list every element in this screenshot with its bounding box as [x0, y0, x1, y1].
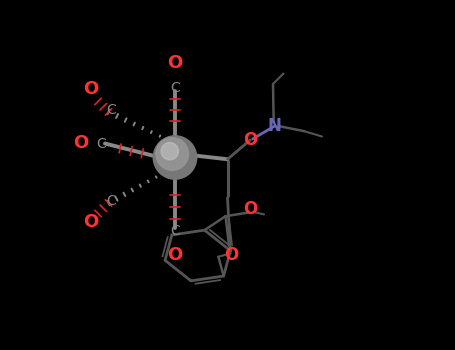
Text: N: N: [268, 117, 282, 135]
Text: C: C: [106, 103, 116, 117]
Text: C: C: [106, 194, 116, 208]
Text: O: O: [73, 134, 88, 153]
Text: O: O: [83, 80, 99, 98]
Text: C: C: [170, 80, 180, 94]
Circle shape: [161, 142, 178, 160]
Text: O: O: [243, 131, 258, 149]
Text: O: O: [167, 54, 182, 72]
Circle shape: [156, 138, 188, 170]
Text: O: O: [83, 213, 99, 231]
Text: O: O: [224, 246, 238, 264]
Text: C: C: [170, 224, 180, 238]
Circle shape: [153, 136, 197, 179]
Text: O: O: [167, 246, 182, 265]
Text: C: C: [96, 136, 106, 150]
Text: O: O: [243, 200, 257, 218]
